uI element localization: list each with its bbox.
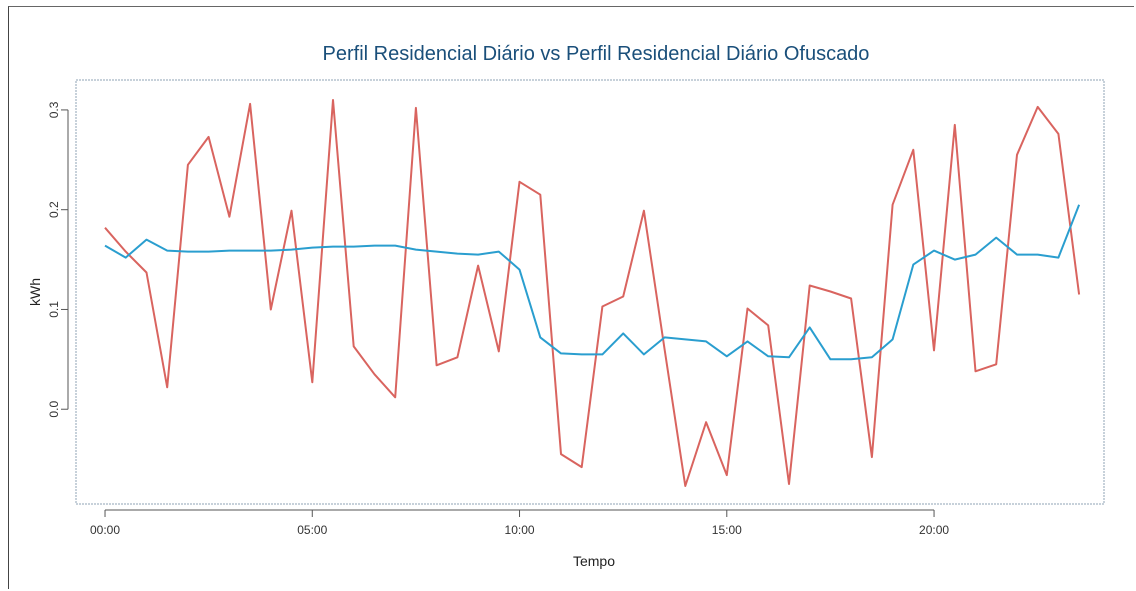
x-axis-label: Tempo [573, 553, 615, 569]
x-tick-label: 05:00 [297, 523, 327, 537]
chart-title: Perfil Residencial Diário vs Perfil Resi… [323, 43, 870, 65]
y-tick-label: 0.3 [47, 101, 61, 118]
image-frame [8, 6, 1134, 589]
x-tick-label: 20:00 [919, 523, 949, 537]
y-tick-label: 0.0 [47, 401, 61, 418]
x-tick-label: 00:00 [90, 523, 120, 537]
x-tick-label: 15:00 [712, 523, 742, 537]
x-tick-label: 10:00 [505, 523, 535, 537]
series-line-0 [104, 99, 1081, 487]
y-axis-label: kWh [27, 278, 43, 306]
series-line-1 [104, 204, 1081, 361]
series-layer [104, 99, 1081, 487]
y-axis: 0.0 0.1 0.2 0.3 [47, 101, 69, 418]
y-tick-label: 0.1 [47, 301, 61, 318]
y-tick-label: 0.2 [47, 201, 61, 218]
x-axis: 00:00 05:00 10:00 15:00 20:00 [90, 509, 949, 537]
plot-box [75, 79, 1105, 505]
